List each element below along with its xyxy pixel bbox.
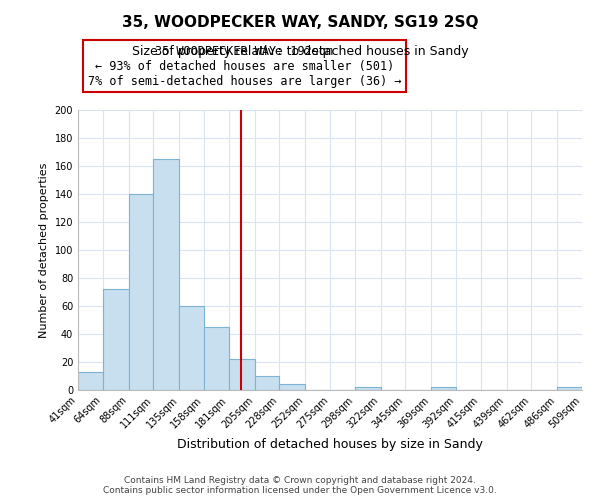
Bar bbox=[128, 194, 154, 390]
Bar bbox=[154, 159, 179, 390]
Bar bbox=[355, 387, 380, 390]
Bar bbox=[78, 372, 103, 390]
Bar bbox=[229, 359, 254, 390]
X-axis label: Distribution of detached houses by size in Sandy: Distribution of detached houses by size … bbox=[177, 438, 483, 451]
Text: 35, WOODPECKER WAY, SANDY, SG19 2SQ: 35, WOODPECKER WAY, SANDY, SG19 2SQ bbox=[122, 15, 478, 30]
Bar bbox=[254, 376, 280, 390]
Text: 35 WOODPECKER WAY: 192sqm
← 93% of detached houses are smaller (501)
7% of semi-: 35 WOODPECKER WAY: 192sqm ← 93% of detac… bbox=[88, 44, 401, 88]
Y-axis label: Number of detached properties: Number of detached properties bbox=[39, 162, 49, 338]
Text: Size of property relative to detached houses in Sandy: Size of property relative to detached ho… bbox=[131, 45, 469, 58]
Bar bbox=[204, 327, 229, 390]
Bar bbox=[431, 387, 456, 390]
Bar bbox=[557, 387, 582, 390]
Text: Contains HM Land Registry data © Crown copyright and database right 2024.
Contai: Contains HM Land Registry data © Crown c… bbox=[103, 476, 497, 495]
Bar bbox=[103, 289, 128, 390]
Bar bbox=[179, 306, 204, 390]
Bar bbox=[280, 384, 305, 390]
